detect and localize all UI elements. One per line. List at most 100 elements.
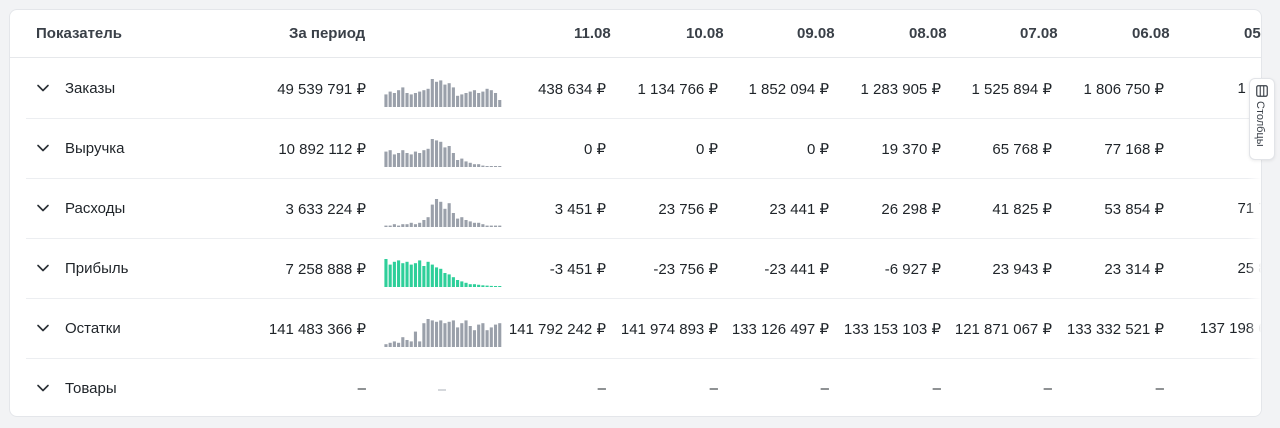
- chevron-down-icon[interactable]: [36, 261, 50, 275]
- value-cell: 1 806 750 ₽: [1034, 59, 1164, 119]
- table-row[interactable]: Расходы 3 633 224 ₽ 3 451 ₽ 23 756 ₽ 23 44…: [26, 179, 1261, 239]
- period-value: 49 539 791 ₽: [277, 81, 366, 98]
- sparkline-bar: [397, 342, 401, 347]
- header-date[interactable]: 05.: [1244, 25, 1261, 42]
- table-row[interactable]: Товары – – – – – – –: [26, 359, 1261, 416]
- columns-icon: [1256, 85, 1268, 97]
- sparkline-bar: [477, 324, 481, 347]
- row-label: Прибыль: [65, 260, 129, 277]
- value-cell: -23 441 ₽: [699, 239, 829, 299]
- cell-value: 438 634 ₽: [538, 81, 606, 98]
- sparkline-bar: [489, 166, 493, 167]
- sparkline-bar: [384, 259, 388, 287]
- chevron-down-icon[interactable]: [36, 321, 50, 335]
- header-date[interactable]: 10.08: [686, 25, 724, 42]
- sparkline-bar: [397, 260, 401, 287]
- sparkline-bar: [430, 320, 434, 347]
- cell-value: –: [820, 380, 829, 397]
- sparkline-bar: [443, 84, 447, 107]
- sparkline-bar: [498, 225, 502, 227]
- header-date[interactable]: 11.08: [574, 25, 611, 42]
- period-value: 141 483 366 ₽: [268, 321, 366, 338]
- sparkline-bar: [418, 153, 422, 167]
- chevron-down-icon[interactable]: [36, 201, 50, 215]
- sparkline-bar: [422, 150, 426, 167]
- sparkline-bar: [489, 285, 493, 287]
- period-value: 3 633 224 ₽: [285, 201, 366, 218]
- sparkline-bar: [468, 162, 472, 167]
- sparkline-bar: [447, 83, 451, 107]
- sparkline-bar: [481, 224, 485, 227]
- sparkline-bar: [430, 79, 434, 107]
- sparkline-bar: [481, 285, 485, 287]
- value-cell: –: [1034, 359, 1164, 416]
- sparkline-bar: [493, 93, 498, 107]
- sparkline: [438, 389, 446, 391]
- value-cell: -23 756 ₽: [588, 239, 718, 299]
- header-date[interactable]: 07.08: [1020, 25, 1058, 42]
- sparkline-bar: [468, 284, 472, 287]
- sparkline-bar: [434, 267, 439, 287]
- table-row[interactable]: Выручка 10 892 112 ₽ 0 ₽ 0 ₽ 0 ₽ 19 370 ₽ 65…: [26, 119, 1261, 179]
- sparkline-bar: [388, 225, 392, 227]
- chevron-down-icon[interactable]: [36, 381, 50, 395]
- value-cell: –: [588, 359, 718, 416]
- sparkline-bar: [485, 166, 489, 167]
- cell-value: -6 927 ₽: [884, 261, 941, 278]
- cell-value: –: [1155, 380, 1164, 397]
- value-cell: 0 ₽: [699, 119, 829, 179]
- row-label: Заказы: [65, 80, 116, 97]
- sparkline-bar: [422, 323, 426, 347]
- header-date[interactable]: 06.08: [1132, 25, 1170, 42]
- table-row[interactable]: Заказы 49 539 791 ₽ 438 634 ₽ 1 134 766 ₽…: [26, 59, 1261, 119]
- sparkline-bar: [409, 222, 413, 227]
- sparkline-bar: [464, 161, 468, 167]
- sparkline-bar: [426, 217, 430, 227]
- sparkline-bar: [392, 224, 396, 227]
- sparkline-bar: [493, 166, 498, 167]
- value-cell: 41 825 ₽: [922, 179, 1052, 239]
- sparkline-bar: [405, 261, 409, 287]
- sparkline-bar: [384, 94, 388, 107]
- header-date[interactable]: 08.08: [909, 25, 947, 42]
- sparkline-bar: [460, 217, 464, 227]
- chevron-down-icon[interactable]: [36, 81, 50, 95]
- sparkline-bar: [493, 225, 498, 227]
- sparkline-bar: [409, 264, 413, 287]
- cell-value: 121 871 067 ₽: [954, 321, 1052, 338]
- value-cell: 1 525 894 ₽: [922, 59, 1052, 119]
- cell-value: 141 792 242 ₽: [508, 321, 606, 338]
- columns-tab[interactable]: Столбцы: [1249, 78, 1275, 160]
- sparkline-bar: [439, 80, 443, 107]
- table-row[interactable]: Остатки 141 483 366 ₽ 141 792 242 ₽ 141 9…: [26, 299, 1261, 359]
- header-date[interactable]: 09.08: [797, 25, 835, 42]
- chevron-down-icon[interactable]: [36, 141, 50, 155]
- sparkline-bar: [426, 148, 430, 167]
- sparkline-bar: [443, 208, 447, 227]
- value-cell: 0 ₽: [588, 119, 718, 179]
- sparkline-bar: [460, 158, 464, 167]
- cell-value: 19 370 ₽: [881, 141, 941, 158]
- row-label: Товары: [65, 380, 117, 397]
- sparkline-bar: [434, 199, 439, 227]
- sparkline-bar: [493, 286, 498, 287]
- sparkline-bar: [464, 320, 468, 347]
- sparkline-bar: [422, 266, 426, 287]
- sparkline-bar: [456, 160, 460, 167]
- header-period[interactable]: За период: [289, 25, 366, 42]
- sparkline-bar: [456, 218, 460, 227]
- cell-value: –: [932, 380, 941, 397]
- sparkline-bar: [430, 139, 434, 167]
- sparkline-bar: [413, 331, 418, 347]
- table-row[interactable]: Прибыль 7 258 888 ₽ -3 451 ₽ -23 756 ₽ -23…: [26, 239, 1261, 299]
- columns-tab-label: Столбцы: [1254, 101, 1266, 147]
- sparkline-bar: [447, 146, 451, 167]
- header-indicator[interactable]: Показатель: [36, 25, 123, 42]
- value-cell: 133 126 497 ₽: [699, 299, 829, 359]
- sparkline-bar: [472, 284, 477, 287]
- value-cell: -3 451 ₽: [476, 239, 606, 299]
- sparkline-bar: [498, 323, 502, 347]
- value-cell: 141 792 242 ₽: [476, 299, 606, 359]
- cell-value: 0 ₽: [806, 141, 829, 158]
- sparkline: [384, 319, 502, 347]
